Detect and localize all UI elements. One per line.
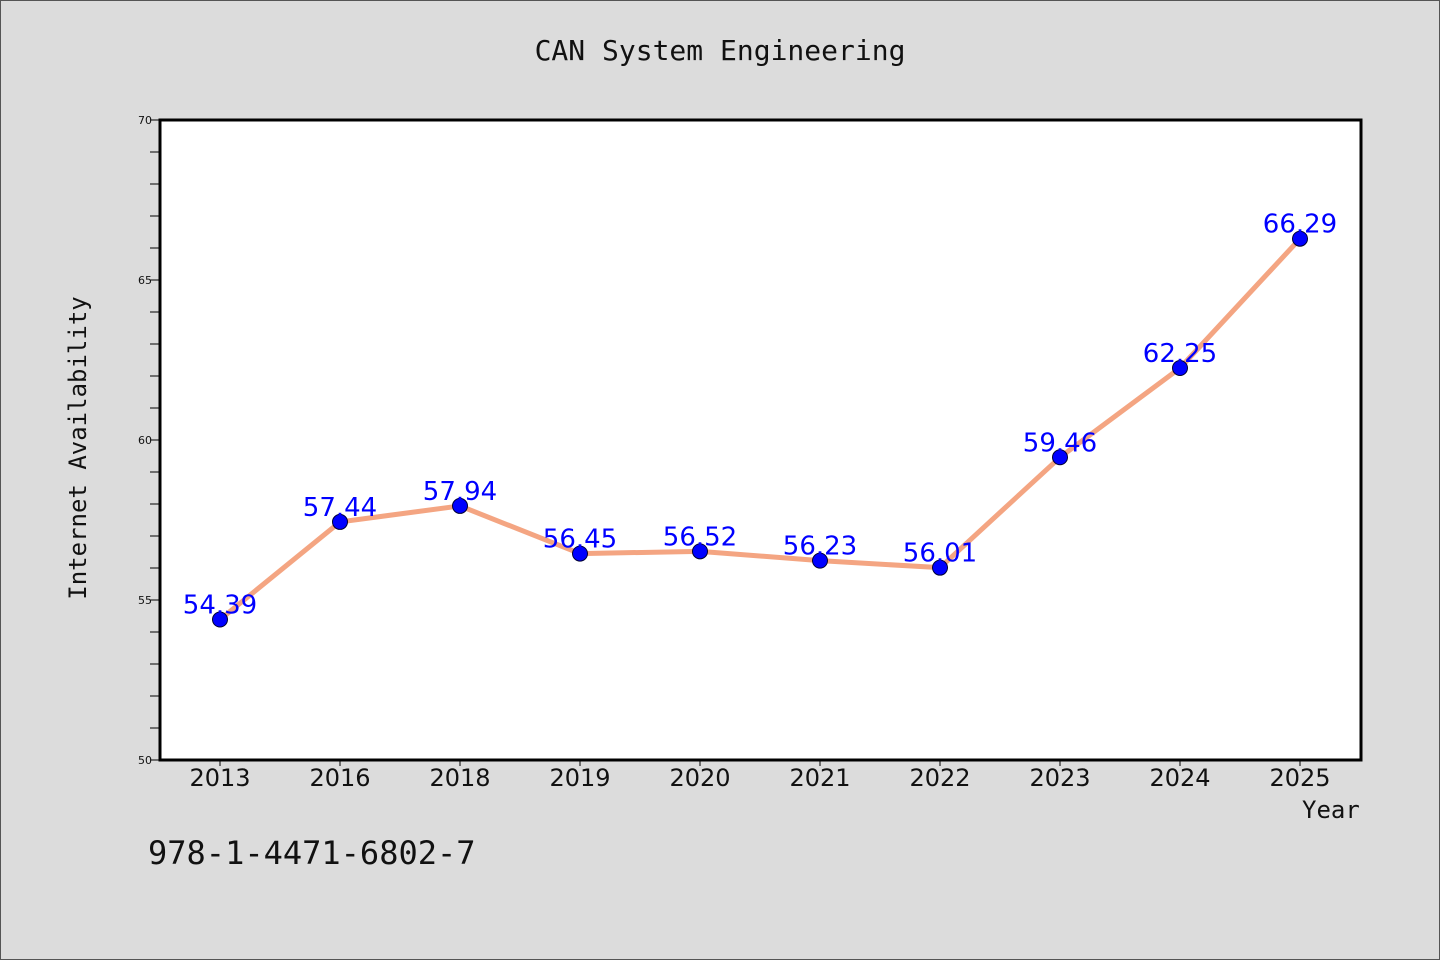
x-tick-label: 2021 [789,764,850,792]
data-label: 56.01 [903,539,977,569]
data-label: 57.44 [303,493,377,523]
data-point [812,552,828,569]
x-axis-label: Year [1302,796,1360,824]
data-label: 57.94 [423,477,497,507]
x-tick-label: 2023 [1029,764,1090,792]
x-tick-label: 2018 [429,764,490,792]
data-point [692,543,708,560]
chart-title: CAN System Engineering [534,34,906,67]
data-point [1052,449,1068,466]
data-point [332,513,348,530]
y-tick-label: 70 [138,114,152,127]
data-point [212,611,228,628]
y-axis-label: Internet Availability [64,296,92,600]
data-point [932,559,948,576]
series-line [217,236,1303,623]
plot-area [158,118,1363,762]
axis-ticks: 50 55 60 65 70 2013 2016 2018 2019 2020 2021 2022 20… [138,114,1331,792]
data-label: 56.23 [783,532,857,562]
y-tick-label: 65 [138,274,152,287]
x-tick-label: 2016 [309,764,370,792]
y-tick-label: 60 [138,434,152,447]
data-labels: 54.39 57.44 57.94 56.45 56.52 56.23 56.01 59.46… [183,210,1337,621]
data-point [572,545,588,562]
y-tick-label: 55 [138,594,152,607]
data-label: 62.25 [1143,339,1217,369]
data-label: 66.29 [1263,210,1337,240]
x-tick-label: 2013 [189,764,250,792]
y-tick-label: 50 [138,754,152,767]
isbn-footer: 978-1-4471-6802-7 [148,834,476,872]
x-tick-label: 2020 [669,764,730,792]
data-point [452,497,468,514]
x-tick-label: 2025 [1269,764,1330,792]
data-label: 54.39 [183,591,257,621]
data-point [1292,230,1308,247]
x-tick-label: 2019 [549,764,610,792]
data-label: 56.45 [543,525,617,555]
series-layer [212,230,1308,628]
x-tick-label: 2022 [909,764,970,792]
x-tick-label: 2024 [1149,764,1210,792]
data-label: 56.52 [663,522,737,552]
data-label: 59.46 [1023,428,1097,458]
data-point [1172,360,1188,376]
